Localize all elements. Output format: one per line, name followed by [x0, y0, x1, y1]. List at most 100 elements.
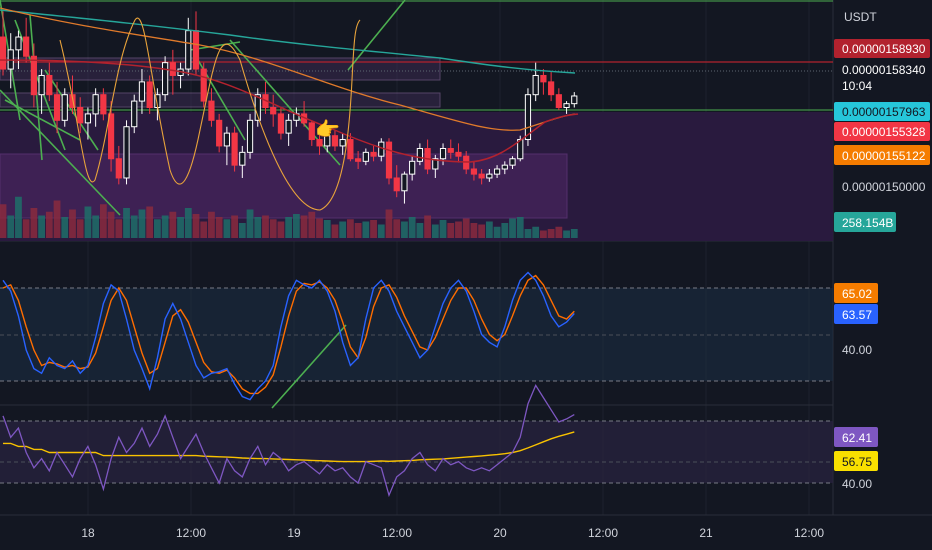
rsi-band	[0, 421, 833, 483]
volume-bar	[563, 230, 570, 238]
candle[interactable]	[331, 135, 339, 147]
time-axis[interactable]: 18 12:00 19 12:00 20 12:00 21 12:00	[81, 526, 824, 540]
volume-bar	[393, 219, 401, 238]
candle[interactable]	[115, 158, 122, 179]
candle[interactable]	[455, 151, 462, 157]
candle[interactable]	[285, 119, 292, 134]
candle[interactable]	[216, 119, 223, 147]
candle[interactable]	[107, 113, 115, 160]
candle[interactable]	[517, 139, 524, 160]
candle[interactable]	[146, 81, 153, 108]
candle[interactable]	[416, 148, 423, 162]
candle[interactable]	[239, 151, 246, 166]
volume-bar	[462, 218, 470, 238]
candle[interactable]	[162, 62, 169, 96]
time-label: 12:00	[176, 526, 206, 540]
volume-badge	[834, 212, 896, 232]
candle[interactable]	[231, 132, 238, 166]
candle[interactable]	[223, 132, 230, 147]
candle[interactable]	[339, 139, 346, 147]
candle[interactable]	[385, 141, 393, 179]
candle[interactable]	[0, 36, 7, 70]
candle[interactable]	[548, 81, 555, 96]
candle[interactable]	[316, 139, 323, 147]
volume-bar	[107, 211, 115, 238]
candle[interactable]	[355, 158, 362, 162]
candle[interactable]	[30, 55, 37, 96]
resistance-box-lower[interactable]	[0, 92, 441, 108]
volume-bar	[431, 224, 439, 238]
candle[interactable]	[524, 94, 532, 141]
volume-bar	[7, 215, 15, 238]
candle[interactable]	[401, 173, 408, 192]
volume-bar	[215, 217, 223, 238]
candle[interactable]	[138, 81, 146, 102]
volume-bar	[285, 217, 293, 238]
candle[interactable]	[69, 94, 76, 108]
candle[interactable]	[447, 148, 454, 153]
candle[interactable]	[38, 74, 45, 96]
candle[interactable]	[370, 151, 377, 157]
candle[interactable]	[347, 139, 354, 160]
candle[interactable]	[439, 148, 447, 160]
rsi-pane[interactable]	[0, 383, 833, 498]
stoch-axis[interactable]: 65.02 63.57 40.00	[834, 283, 878, 357]
stoch-trendline[interactable]	[271, 324, 347, 409]
candle[interactable]	[563, 103, 570, 108]
candle[interactable]	[92, 94, 99, 115]
volume-bar	[200, 221, 208, 238]
volume-bars	[0, 196, 578, 238]
candle[interactable]	[100, 94, 107, 115]
candle[interactable]	[540, 74, 547, 83]
candle[interactable]	[362, 151, 369, 162]
candle[interactable]	[123, 126, 130, 179]
volume-bar	[177, 217, 184, 238]
candle[interactable]	[509, 158, 516, 166]
candle[interactable]	[131, 100, 138, 128]
candle[interactable]	[208, 100, 215, 121]
bollinger-wave-line	[59, 17, 361, 211]
candle[interactable]	[555, 94, 562, 108]
candle[interactable]	[393, 177, 400, 192]
candle[interactable]	[470, 168, 478, 175]
candle[interactable]	[23, 36, 30, 57]
volume-bar	[192, 214, 200, 238]
candle[interactable]	[246, 119, 254, 153]
candle[interactable]	[532, 74, 539, 96]
candle[interactable]	[571, 95, 578, 105]
candle[interactable]	[200, 68, 207, 102]
candle[interactable]	[308, 122, 315, 141]
candle[interactable]	[77, 107, 84, 124]
volume-bar	[262, 215, 269, 238]
currency-label: USDT	[844, 10, 877, 24]
candle[interactable]	[46, 74, 53, 96]
candle[interactable]	[84, 113, 92, 124]
candle[interactable]	[270, 107, 277, 115]
price-pane[interactable]: 👉	[0, 0, 833, 241]
volume-bar	[408, 217, 416, 238]
candle[interactable]	[324, 135, 331, 147]
candle[interactable]	[493, 168, 501, 175]
candle[interactable]	[501, 164, 508, 170]
support-box[interactable]	[0, 153, 568, 219]
candle[interactable]	[15, 36, 22, 51]
orange-badge-text: 0.00000155122	[842, 149, 926, 163]
price-axis[interactable]: USDT 0.00000158930 0.00000158340 10:04 0…	[834, 10, 930, 232]
volume-bar	[524, 229, 532, 238]
volume-bar	[92, 215, 100, 238]
candle[interactable]	[409, 160, 416, 175]
candle[interactable]	[192, 30, 200, 70]
volume-bar	[138, 209, 146, 238]
candle[interactable]	[478, 173, 485, 179]
rsi-axis[interactable]: 62.41 56.75 40.00	[834, 427, 878, 491]
candle[interactable]	[486, 173, 493, 179]
volume-bar	[184, 208, 192, 238]
candle[interactable]	[432, 158, 439, 170]
candle[interactable]	[61, 94, 68, 121]
stochastic-pane[interactable]	[0, 271, 833, 409]
candle[interactable]	[185, 30, 192, 70]
candle[interactable]	[277, 113, 285, 134]
candle[interactable]	[53, 94, 61, 121]
candle[interactable]	[169, 62, 176, 76]
